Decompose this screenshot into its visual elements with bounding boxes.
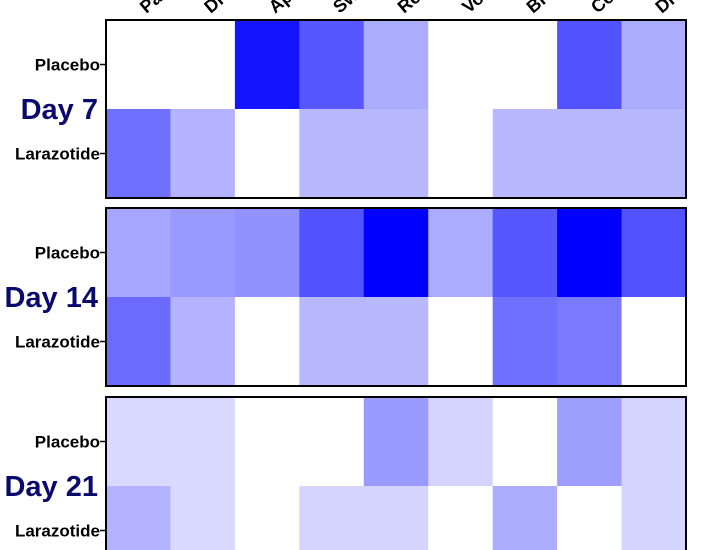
heatmap-cell [170,208,236,298]
panel-day-label: Day 14 [4,282,98,314]
heatmap-cell [299,486,365,550]
heatmap-cell [234,297,300,387]
heatmap-cell [234,486,300,550]
row-label: Larazotide [15,145,100,164]
row-label: Placebo [35,433,100,452]
heatmap-cell [428,486,494,550]
heatmap-cell [428,20,494,110]
panel-border [105,396,687,550]
heatmap-cell [621,486,687,550]
heatmap-cell [299,297,365,387]
column-label: Di [651,0,678,17]
panel-day-label: Day 7 [21,94,98,126]
heatmap-cell [234,109,300,199]
heatmap-cell [363,297,429,387]
heatmap-cell [170,109,236,199]
heatmap-cell [170,397,236,487]
panel-3: Placebo Larazotide Day 21 [4,396,687,550]
heatmap-cell [428,208,494,298]
column-label: Co [587,0,618,17]
heatmap-cell [428,397,494,487]
heatmap-cell [363,397,429,487]
heatmap-cell [106,109,171,199]
heatmap-cell [428,297,494,387]
heatmap-cell [557,20,623,110]
row-label: Placebo [35,244,100,263]
heatmap-cell [234,20,300,110]
heatmap-cell [106,486,171,550]
column-label: Br [523,0,551,17]
heatmap-cell [621,208,687,298]
heatmap-cell [234,397,300,487]
heatmap-cell [363,486,429,550]
heatmap-cell [106,20,171,110]
panel-2: Placebo Larazotide Day 14 [4,207,687,387]
row-label: Larazotide [15,333,100,352]
heatmap-cell [557,486,623,550]
heatmap-cell [492,109,558,199]
row-label: Placebo [35,56,100,75]
heatmap-cell [170,486,236,550]
heatmap-cell [492,20,558,110]
column-label: Vo [458,0,487,17]
heatmap-cell [299,20,365,110]
heatmap-cell [363,20,429,110]
heatmap-cell [363,208,429,298]
heatmap-cell [106,297,171,387]
heatmap-cell [621,20,687,110]
heatmap-cell [299,109,365,199]
heatmap-cell [492,297,558,387]
heatmap-cell [557,208,623,298]
panel-1: Placebo Larazotide Day 7 [15,19,687,199]
heatmap-cell [106,397,171,487]
heatmap-cell [492,486,558,550]
heatmap-cell [299,397,365,487]
heatmap-cell [428,109,494,199]
heatmap-cell [557,397,623,487]
row-label: Larazotide [15,522,100,541]
panel-day-label: Day 21 [4,471,98,503]
heatmap-cell [621,297,687,387]
panel-border [105,19,687,199]
heatmap-cell [621,397,687,487]
column-label: Pa [136,0,166,17]
panel-border [105,207,687,387]
heatmap-cell [299,208,365,298]
heatmap-cell [363,109,429,199]
heatmap-cell [234,208,300,298]
heatmap-cell [492,397,558,487]
heatmap-cell [621,109,687,199]
heatmap-cell [557,109,623,199]
heatmap-cell [106,208,171,298]
heatmap-cell [557,297,623,387]
column-label: Di [200,0,227,17]
heatmap-cell [170,297,236,387]
column-label: Sw [329,0,363,17]
column-label: Ap [265,0,296,17]
heatmap-cell [170,20,236,110]
column-label: Re [394,0,424,17]
heatmap-cell [492,208,558,298]
